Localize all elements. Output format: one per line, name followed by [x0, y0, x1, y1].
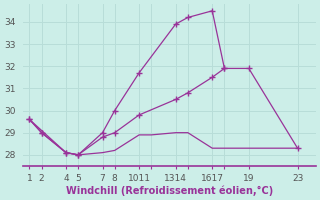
X-axis label: Windchill (Refroidissement éolien,°C): Windchill (Refroidissement éolien,°C) [66, 185, 273, 196]
